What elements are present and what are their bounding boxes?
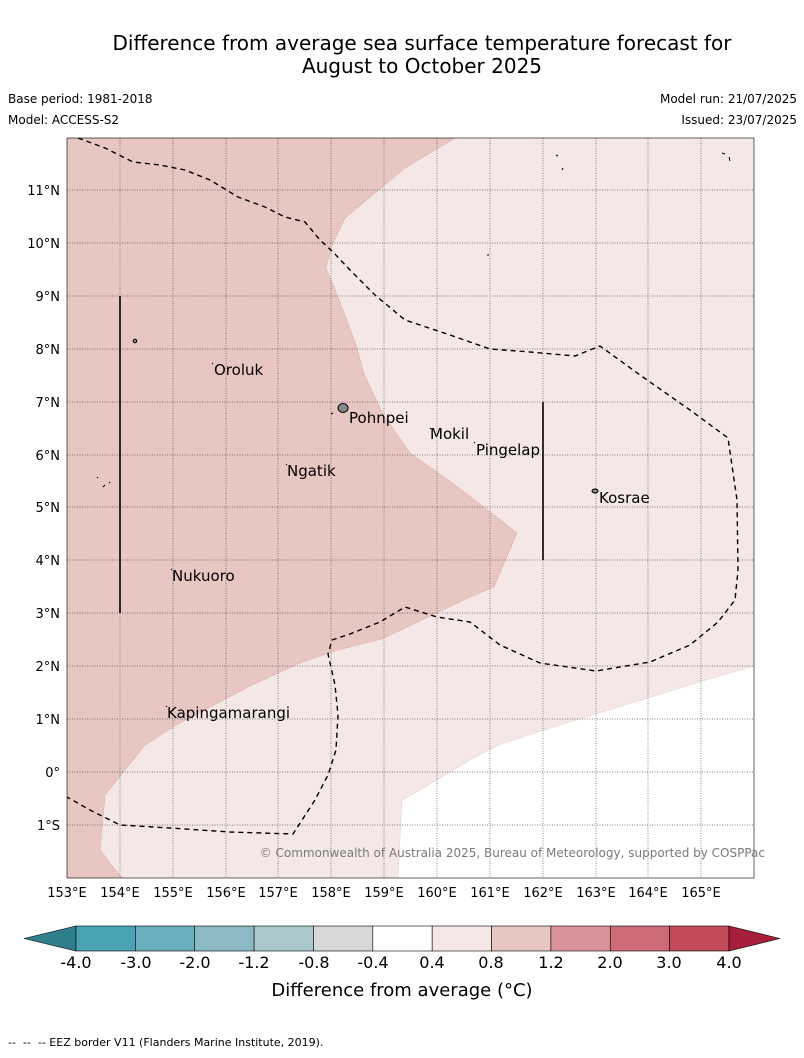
lat-label: 8°N (36, 343, 61, 358)
colorbar-extend-high (728, 925, 781, 952)
place-label-pohnpei: Pohnpei (349, 409, 409, 427)
lat-label: 1°S (37, 819, 60, 834)
kosrae-island (591, 488, 599, 494)
lon-label: 161°E (470, 886, 510, 901)
colorbar-label: -2.0 (179, 953, 211, 972)
islands (96, 152, 731, 708)
lon-label: 162°E (523, 886, 563, 901)
title-line-2: August to October 2025 (301, 54, 543, 78)
colorbar (23, 925, 781, 952)
issued-date: Issued: 23/07/2025 (681, 113, 797, 127)
colorbar-segment (313, 925, 374, 952)
lat-label: 5°N (36, 501, 61, 516)
lon-label: 164°E (628, 886, 668, 901)
lon-label: 159°E (364, 886, 404, 901)
lat-label: 3°N (36, 607, 61, 622)
islet-marker (132, 338, 138, 344)
place-label-pingelap: Pingelap (476, 441, 540, 459)
model-name: Model: ACCESS-S2 (8, 113, 120, 127)
latitude-labels: 11°N 10°N 9°N 8°N 7°N 6°N 5°N 4°N 3°N 2°… (27, 184, 60, 834)
pohnpei-island (337, 403, 349, 413)
model-run: Model run: 21/07/2025 (659, 92, 797, 106)
place-label-kosrae: Kosrae (599, 489, 650, 507)
lat-label: 4°N (36, 554, 61, 569)
colorbar-label: 3.0 (656, 953, 682, 972)
lon-label: 156°E (206, 886, 246, 901)
place-label-nukuoro: Nukuoro (172, 567, 235, 585)
map-frame (66, 137, 755, 879)
lon-label: 163°E (576, 886, 616, 901)
colorbar-label: 1.2 (538, 953, 564, 972)
lat-label: 11°N (27, 184, 60, 199)
place-label-mokil: Mokil (430, 425, 469, 443)
colorbar-label: -3.0 (120, 953, 152, 972)
eez-footnote: -- -- -- EEZ border V11 (Flanders Marine… (8, 1036, 324, 1049)
sst-anomaly-fill (67, 138, 754, 878)
copyright-notice: © Commonwealth of Australia 2025, Bureau… (260, 846, 765, 860)
colorbar-label: -4.0 (60, 953, 92, 972)
lat-label: 1°N (36, 713, 61, 728)
lat-label: 10°N (27, 237, 60, 252)
place-labels: Oroluk Pohnpei Mokil Pingelap Ngatik Kos… (167, 361, 650, 722)
longitude-labels: 153°E 154°E 155°E 156°E 157°E 158°E 159°… (47, 886, 721, 901)
colorbar-label: -1.2 (238, 953, 270, 972)
lon-label: 158°E (311, 886, 351, 901)
lon-label: 155°E (153, 886, 193, 901)
title-line-1: Difference from average sea surface temp… (112, 31, 732, 55)
colorbar-label: 0.8 (478, 953, 504, 972)
colorbar-segment (431, 925, 492, 952)
colorbar-extend-low (23, 925, 77, 952)
map-title: Difference from average sea surface temp… (40, 32, 804, 78)
place-label-ngatik: Ngatik (287, 462, 336, 480)
colorbar-segment (491, 925, 552, 952)
colorbar-segment (194, 925, 255, 952)
colorbar-title: Difference from average (°C) (271, 980, 533, 1001)
colorbar-label: 2.0 (597, 953, 623, 972)
colorbar-label: -0.4 (357, 953, 389, 972)
lon-label: 157°E (258, 886, 298, 901)
colorbar-segment (609, 925, 670, 952)
base-period: Base period: 1981-2018 (8, 92, 153, 106)
colorbar-segment (669, 925, 730, 952)
colorbar-label: 4.0 (716, 953, 742, 972)
colorbar-segment (253, 925, 314, 952)
colorbar-segment (550, 925, 611, 952)
lat-label: 6°N (36, 449, 61, 464)
place-label-oroluk: Oroluk (214, 361, 263, 379)
lat-label: 7°N (36, 396, 61, 411)
colorbar-segment (75, 925, 136, 952)
lon-label: 153°E (47, 886, 87, 901)
colorbar-segment (372, 925, 433, 952)
lon-label: 160°E (417, 886, 457, 901)
colorbar-label: -0.8 (298, 953, 330, 972)
colorbar-segment (135, 925, 196, 952)
lon-label: 165°E (681, 886, 721, 901)
lat-label: 9°N (36, 290, 61, 305)
lat-label: 2°N (36, 660, 61, 675)
lon-label: 154°E (100, 886, 140, 901)
eez-border (67, 138, 739, 835)
colorbar-label: 0.4 (419, 953, 445, 972)
lat-label: 0° (45, 766, 60, 781)
place-label-kapingamarangi: Kapingamarangi (167, 704, 290, 722)
